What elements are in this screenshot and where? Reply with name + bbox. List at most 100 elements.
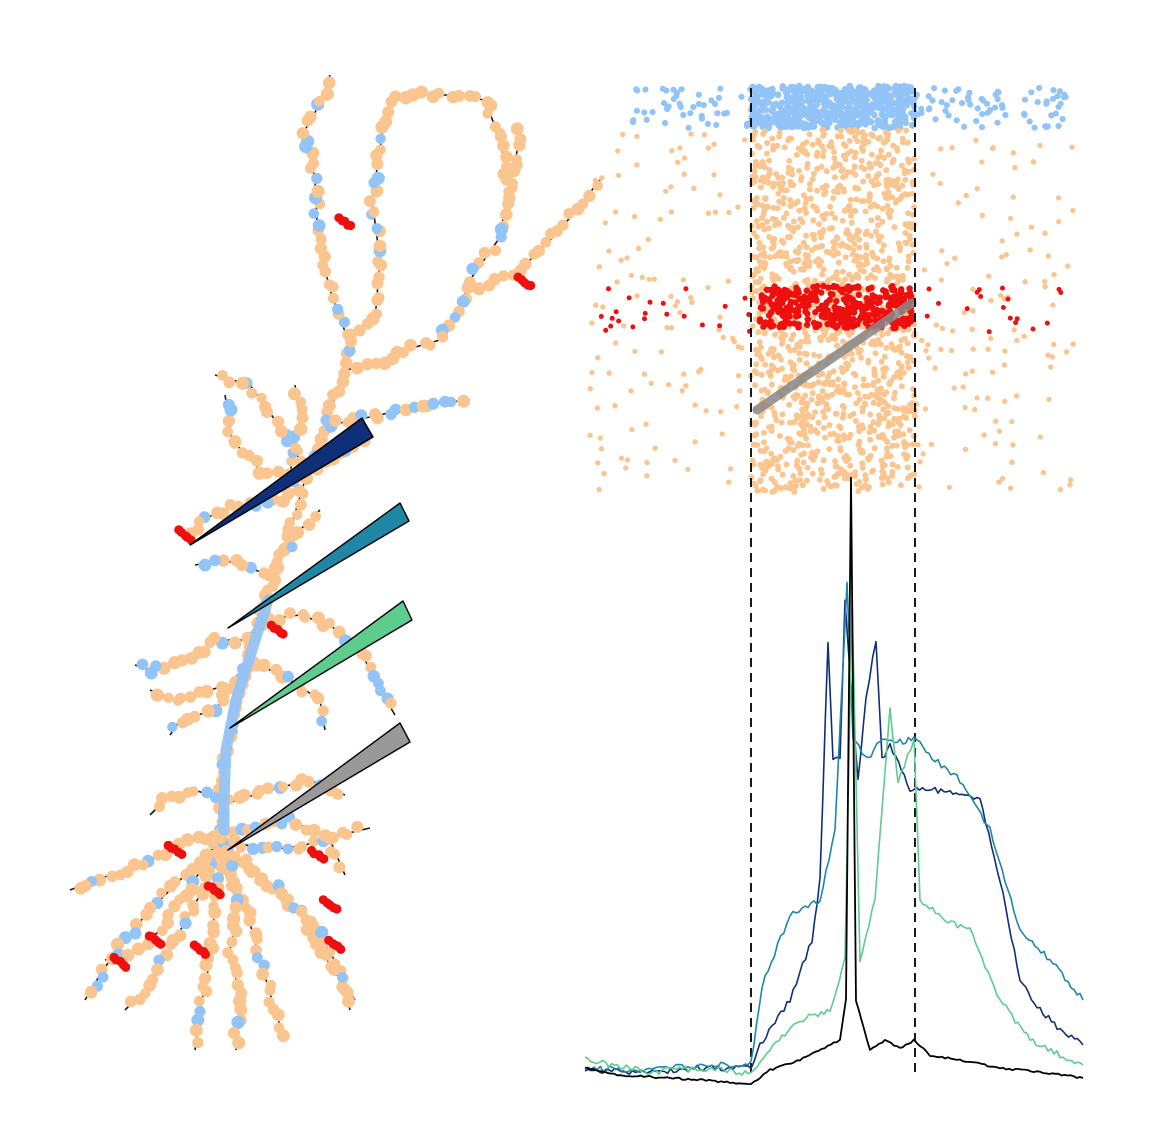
spike-mark <box>1007 215 1014 221</box>
spike-mark <box>1014 337 1020 344</box>
spike-mark <box>696 369 702 375</box>
spike-mark <box>769 457 776 464</box>
spike-mark <box>924 313 930 319</box>
spike-mark <box>782 484 789 491</box>
spike-mark <box>660 300 666 306</box>
spike-mark <box>768 423 775 430</box>
synapse-dot <box>230 925 243 938</box>
spike-mark <box>790 363 796 370</box>
spike-mark <box>642 316 647 322</box>
spike-mark <box>593 302 599 308</box>
spike-mark <box>802 406 809 413</box>
spike-mark <box>851 241 858 247</box>
spike-mark <box>634 162 640 168</box>
synapse-dot <box>372 256 384 268</box>
spike-mark <box>762 361 769 368</box>
synapse-dot <box>168 899 181 913</box>
synapse-dot <box>472 282 486 296</box>
spike-mark <box>761 128 768 135</box>
spike-mark <box>825 336 832 343</box>
spike-mark <box>909 190 916 197</box>
synapse-dot <box>201 704 215 718</box>
spike-mark <box>725 479 732 485</box>
spike-mark <box>856 244 863 251</box>
spike-mark <box>1028 89 1035 96</box>
spike-mark <box>803 97 811 104</box>
spike-mark <box>808 396 815 403</box>
spike-mark <box>1070 207 1076 214</box>
spike-mark <box>925 342 931 348</box>
spike-mark <box>816 221 822 228</box>
electrode-3 <box>229 600 413 729</box>
spike-mark <box>753 254 760 261</box>
synapse-dot <box>140 908 153 921</box>
spike-mark <box>837 447 844 454</box>
spike-mark <box>615 148 621 154</box>
spike-mark <box>788 123 796 131</box>
spike-mark <box>765 99 772 106</box>
spike-mark <box>661 119 669 127</box>
spike-mark <box>634 293 640 299</box>
spike-mark <box>863 316 870 323</box>
spike-mark <box>878 233 885 240</box>
spike-mark <box>786 117 793 125</box>
synapse-dot <box>271 840 283 853</box>
spike-mark <box>896 297 903 305</box>
spike-mark <box>820 147 827 154</box>
spike-mark <box>859 460 866 467</box>
spike-mark <box>827 311 834 319</box>
synapse-dot <box>311 692 325 705</box>
spike-mark <box>792 313 800 320</box>
synapse-dot <box>322 76 336 90</box>
spike-mark <box>865 359 872 366</box>
synapse-dot <box>577 198 589 210</box>
spike-mark <box>674 298 681 305</box>
spike-mark <box>797 112 804 120</box>
spike-mark <box>889 461 896 468</box>
spike-mark <box>690 103 697 111</box>
spike-mark <box>865 393 872 400</box>
synapse-dot <box>224 499 237 511</box>
spike-mark <box>754 142 761 149</box>
spike-mark <box>903 127 909 134</box>
spike-mark <box>898 337 905 344</box>
spike-mark <box>926 355 932 361</box>
spike-mark <box>879 218 886 225</box>
spike-mark <box>833 269 840 276</box>
spike-mark <box>819 388 826 395</box>
spike-mark <box>1009 459 1015 465</box>
spike-mark <box>818 119 825 126</box>
recording-electrodes <box>189 417 413 851</box>
spike-mark <box>858 484 865 491</box>
spike-mark <box>855 129 862 136</box>
spike-mark <box>687 110 694 117</box>
spike-mark <box>985 346 991 352</box>
spike-mark <box>856 228 863 235</box>
synapse-cluster-red <box>177 849 187 860</box>
spike-mark <box>761 265 768 272</box>
spike-mark <box>879 247 885 254</box>
synapse-dot <box>281 486 295 500</box>
synapse-dot <box>371 411 384 425</box>
spike-mark <box>748 474 755 481</box>
spike-mark <box>1056 219 1062 225</box>
synapse-dot <box>507 163 521 178</box>
spike-mark <box>814 430 821 436</box>
synapse-dot <box>324 832 337 845</box>
spike-mark <box>783 89 790 97</box>
spike-mark <box>641 109 648 116</box>
spike-mark <box>964 306 970 312</box>
spike-mark <box>683 383 689 389</box>
spike-mark <box>792 113 799 120</box>
spike-mark <box>892 302 899 309</box>
spike-mark <box>794 457 801 464</box>
spike-mark <box>846 294 853 301</box>
synapse-dot <box>364 195 376 208</box>
spike-mark <box>601 470 607 477</box>
spike-mark <box>974 395 980 401</box>
spike-mark <box>720 334 726 341</box>
synapse-dot <box>144 666 158 680</box>
synapse-dot <box>217 554 230 567</box>
synapse-dot <box>229 901 242 914</box>
dendrite-branch <box>469 179 601 291</box>
